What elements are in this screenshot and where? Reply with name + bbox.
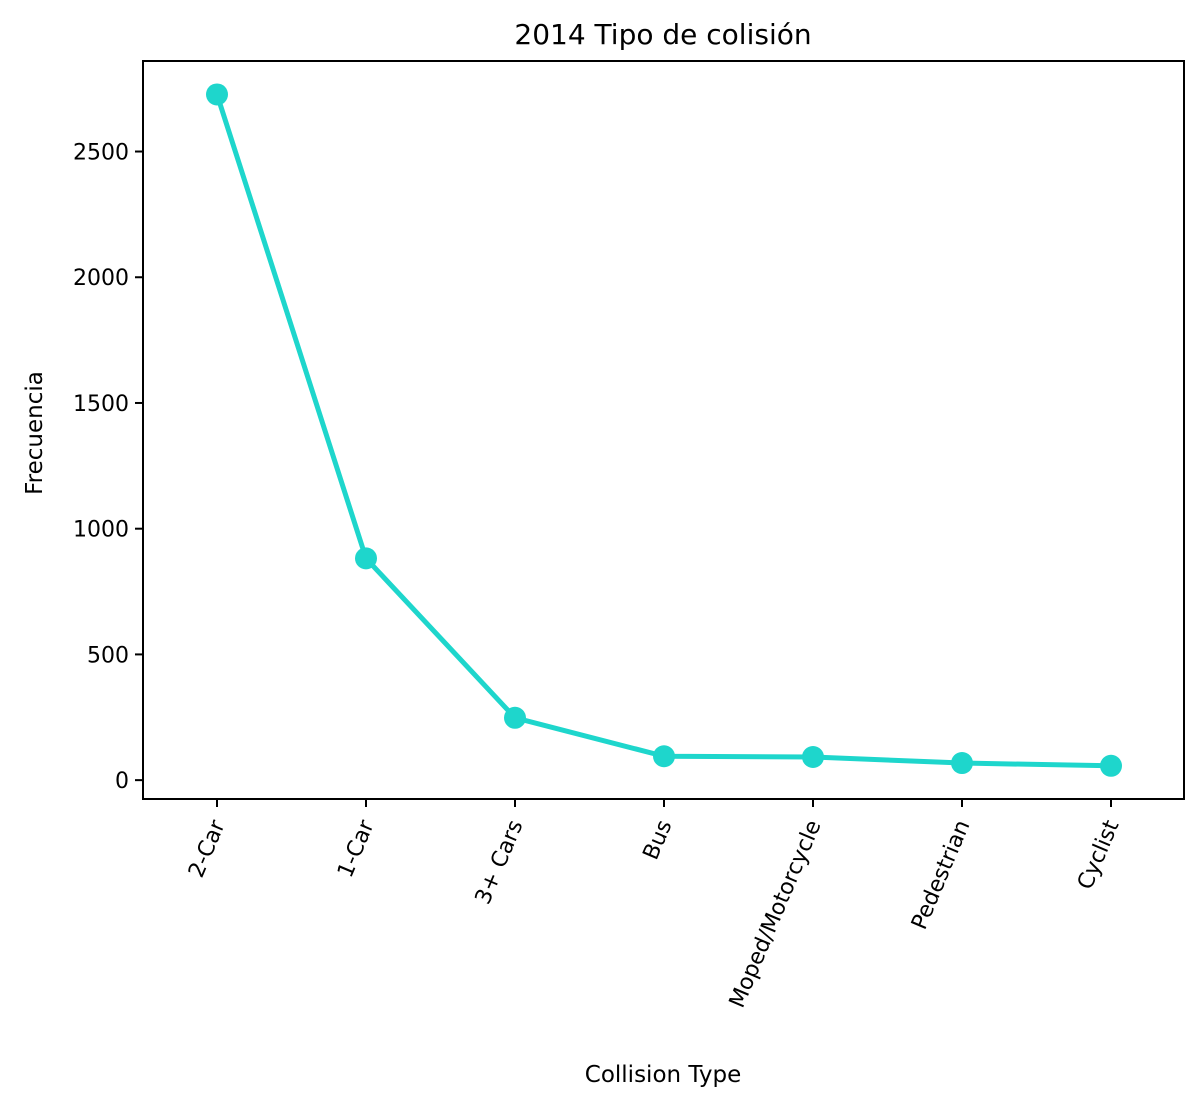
y-tick-label: 1500: [73, 392, 129, 417]
plot-frame: [142, 60, 1185, 800]
data-point: [653, 745, 675, 768]
data-point: [206, 83, 228, 106]
y-tick-label: 0: [115, 769, 129, 794]
data-point: [1100, 754, 1122, 777]
chart-title: 2014 Tipo de colisión: [514, 18, 811, 51]
y-axis: 0 500 1000 1500 2000 2500: [73, 141, 143, 794]
y-tick-label: 2000: [73, 266, 129, 291]
y-axis-label: Frecuencia: [22, 371, 48, 495]
y-tick-label: 500: [87, 643, 129, 668]
y-tick-label: 2500: [73, 141, 129, 166]
data-point: [802, 746, 824, 769]
x-tick-label: 3+ Cars: [471, 817, 529, 908]
x-tick-label: Cyclist: [1073, 816, 1125, 893]
data-point: [504, 706, 526, 729]
y-tick-label: 1000: [73, 518, 129, 543]
x-tick-label: Bus: [639, 817, 678, 864]
data-point: [355, 547, 377, 570]
data-point: [951, 752, 973, 775]
x-tick-label: 1-Car: [333, 816, 380, 882]
series-line: [214, 91, 1114, 769]
x-tick-label: Pedestrian: [907, 817, 975, 934]
x-axis-label: Collision Type: [585, 1062, 741, 1088]
x-tick-label: 2-Car: [184, 816, 231, 882]
x-tick-label: Moped/Motorcycle: [725, 817, 827, 1012]
plot-area: [206, 83, 1122, 777]
x-axis: 2-Car 1-Car 3+ Cars Bus Moped/Motorcycle Pede…: [184, 799, 1125, 1012]
